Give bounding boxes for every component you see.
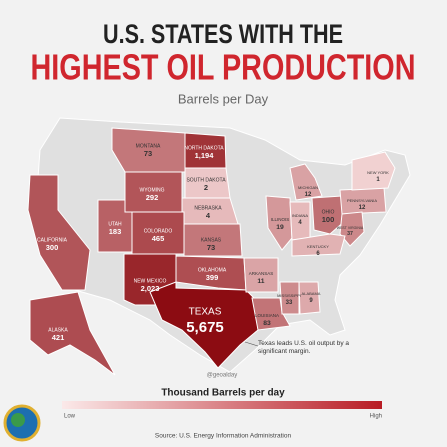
state-shape <box>311 195 347 235</box>
state-shape <box>27 174 91 291</box>
state-name: ALASKA <box>48 327 68 333</box>
state-name: UTAH <box>108 221 122 227</box>
states <box>27 127 396 376</box>
state-value: 421 <box>52 333 65 342</box>
state-value: 33 <box>286 300 293 306</box>
state-value: 300 <box>46 243 59 252</box>
handle: @geoalday <box>207 373 237 379</box>
state-name: ILLINOIS <box>271 217 290 222</box>
state-value: 37 <box>347 231 353 237</box>
state-name: NEBRASKA <box>194 205 222 211</box>
state-value: 5,675 <box>186 319 224 336</box>
state-name: NEW YORK <box>367 170 389 175</box>
state-value: 1 <box>376 177 380 183</box>
state-name: PENNSYLVANIA <box>347 198 377 203</box>
state-shape <box>183 223 243 257</box>
state-name: ALABAMA <box>302 291 321 296</box>
state-value: 2,023 <box>141 284 160 293</box>
state-name: INDIANA <box>292 213 309 218</box>
state-shape <box>339 211 365 247</box>
legend-low: Low <box>64 414 76 420</box>
state-name: NORTH DAKOTA <box>184 145 224 151</box>
state-value: 73 <box>144 149 152 158</box>
state-name: KANSAS <box>201 237 222 243</box>
state-name: SOUTH DAKOTA <box>186 177 226 183</box>
state-shape <box>175 255 247 291</box>
state-value: 100 <box>322 215 335 224</box>
state-value: 12 <box>359 205 366 211</box>
state-name: KENTUCKY <box>307 244 329 249</box>
title-line2: HIGHEST OIL PRODUCTION <box>31 47 416 88</box>
state-name: TEXAS <box>189 307 222 318</box>
title-line1: U.S. STATES WITH THE <box>103 19 343 49</box>
state-shape <box>149 281 259 369</box>
state-name: WYOMING <box>140 187 165 193</box>
state-shape <box>279 281 300 315</box>
state-value: 73 <box>207 243 215 252</box>
state-shape <box>298 281 321 315</box>
state-value: 12 <box>305 192 312 198</box>
source: Source: U.S. Energy Information Administ… <box>155 433 292 440</box>
state-name: LOUISIANA <box>255 313 279 318</box>
state-name: OKLAHOMA <box>198 267 227 273</box>
state-value: 292 <box>146 193 159 202</box>
state-value: 6 <box>316 251 320 257</box>
state-name: MICHIGAN <box>298 185 318 190</box>
subtitle: Barrels per Day <box>178 91 269 106</box>
state-name: CALIFORNIA <box>37 237 68 243</box>
state-shape <box>291 233 346 257</box>
annotation-pointer <box>244 341 259 347</box>
state-value: 183 <box>109 227 122 236</box>
state-name: COLORADO <box>144 228 173 234</box>
state-value: 11 <box>257 278 264 285</box>
state-value: 83 <box>263 320 271 327</box>
state-shape <box>265 195 293 251</box>
legend-title: Thousand Barrels per day <box>161 388 285 399</box>
legend-gradient <box>62 401 382 409</box>
state-name: MISSISSIPPI <box>277 293 301 298</box>
legend-high: High <box>370 414 382 420</box>
state-shape <box>251 297 291 331</box>
state-value: 19 <box>276 224 284 231</box>
state-value: 4 <box>206 211 211 220</box>
state-value: 4 <box>298 220 302 226</box>
annotation: Texas leads U.S. oil output by a signifi… <box>258 340 350 356</box>
state-value: 465 <box>152 234 165 243</box>
state-shape <box>289 163 323 201</box>
state-value: 2 <box>204 183 208 192</box>
state-name: ARKANSAS <box>249 271 274 276</box>
state-name: NEW MEXICO <box>134 278 167 284</box>
state-shape <box>29 291 116 376</box>
state-name: WEST VIRGINIA <box>337 226 364 230</box>
state-shape <box>351 151 396 191</box>
state-value: 1,194 <box>195 151 215 160</box>
state-value: 9 <box>309 298 313 304</box>
annotation-box: Texas leads U.S. oil output by a signifi… <box>258 340 350 356</box>
logo-land <box>11 413 25 427</box>
state-value: 399 <box>206 273 219 282</box>
state-name: OHIO <box>322 209 335 215</box>
state-shape <box>243 257 279 293</box>
state-name: MONTANA <box>136 143 161 149</box>
